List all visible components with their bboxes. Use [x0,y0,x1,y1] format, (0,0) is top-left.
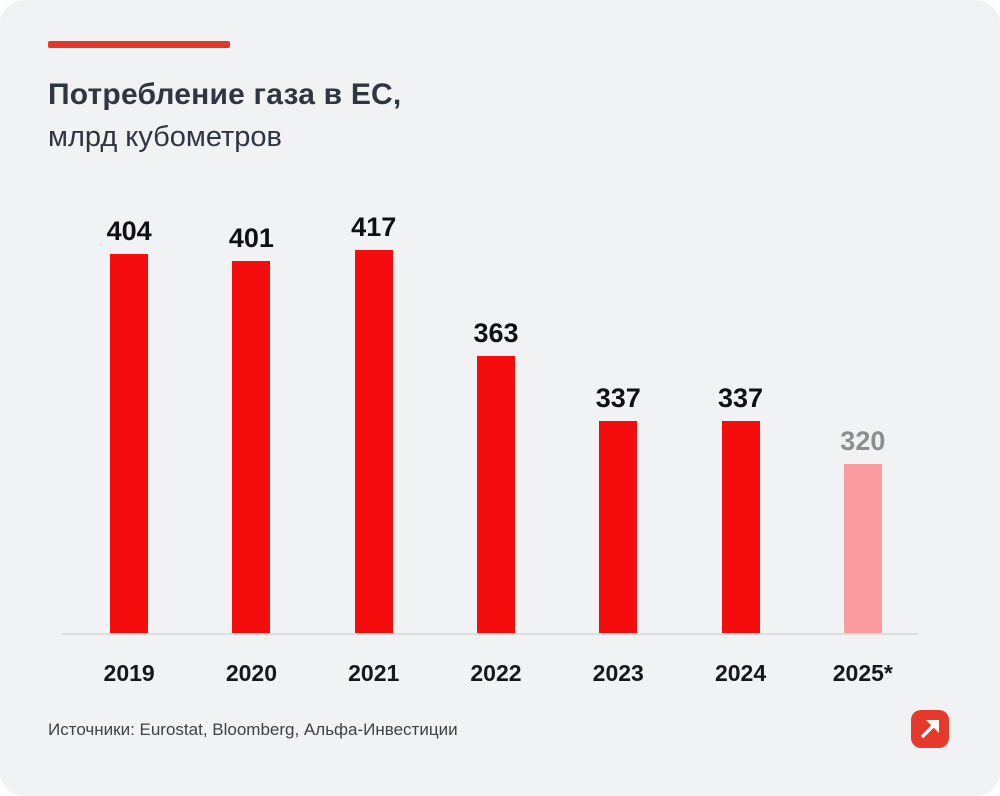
bar-value-label: 404 [106,216,152,246]
bar [599,421,638,634]
bar-column: 363 [435,214,557,634]
accent-line [48,41,230,48]
x-axis-label: 2019 [103,660,155,686]
bar-column: 404 [68,214,190,634]
bar-value-label: 363 [473,318,519,348]
bar-column: 337 [557,214,679,634]
bar-column: 320 [802,214,924,634]
x-axis-labels: 2019 2020 2021 2022 2023 2024 2025* [68,660,924,687]
bar-value-label: 401 [228,223,274,253]
x-axis-label: 2025* [832,660,893,686]
alfa-investments-logo [911,710,949,748]
x-axis-line [62,633,918,635]
x-axis-label: 2022 [470,660,522,686]
bar [354,250,393,634]
chart-title: Потребление газа в ЕС, [48,78,402,111]
bar-value-label: 337 [718,383,764,413]
bar-column: 417 [313,214,435,634]
chart-subtitle: млрд кубометров [48,121,282,153]
bar [232,261,271,634]
bar [110,254,149,634]
bar-value-label: 417 [351,212,397,242]
bar-value-label: 320 [840,426,886,456]
x-axis-label: 2021 [348,660,400,686]
x-axis-label: 2024 [714,660,767,686]
source-caption: Источники: Eurostat, Bloomberg, Альфа-Ин… [48,720,458,739]
bar [843,464,882,634]
x-axis-label: 2023 [592,660,644,686]
bar [476,356,515,634]
bar [721,421,760,634]
bar-column: 401 [190,214,312,634]
bar-value-label: 337 [595,383,641,413]
logo-arrow-head [926,720,939,733]
logo-arrow-shaft [920,724,935,739]
x-axis-label: 2020 [225,660,277,686]
bar-column: 337 [679,214,801,634]
plot-area: 404 401 417 363 337 337 320 [68,214,924,634]
